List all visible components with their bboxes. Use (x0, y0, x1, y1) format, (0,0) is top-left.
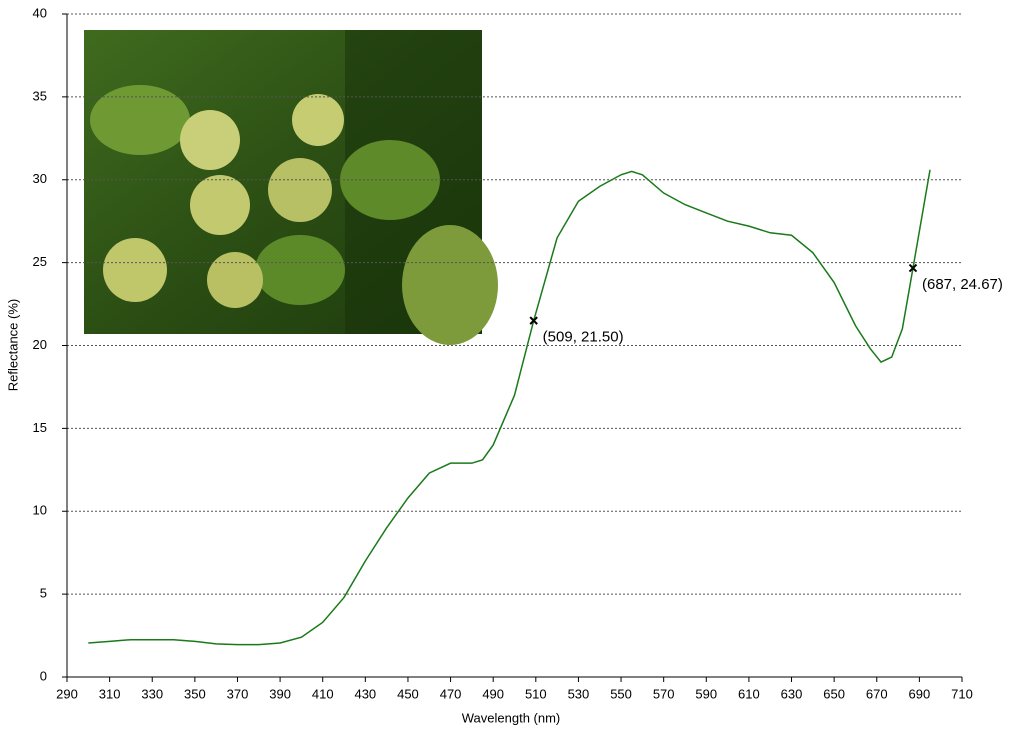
y-tick-label: 35 (33, 88, 47, 103)
x-tick-label: 310 (99, 686, 121, 701)
x-tick-label: 370 (227, 686, 249, 701)
chart: Wavelength (nm) Reflectance (%) 05101520… (0, 0, 1022, 729)
flower (207, 252, 263, 308)
y-tick-label: 30 (33, 171, 47, 186)
x-tick-label: 490 (482, 686, 504, 701)
x-tick-label: 630 (781, 686, 803, 701)
x-tick-label: 330 (141, 686, 163, 701)
x-tick-label: 570 (653, 686, 675, 701)
flower (268, 158, 332, 222)
x-tick-label: 690 (909, 686, 931, 701)
y-tick-label: 20 (33, 337, 47, 352)
x-tick-label: 710 (951, 686, 973, 701)
x-tick-label: 510 (525, 686, 547, 701)
y-tick-label: 25 (33, 254, 47, 269)
x-tick-label: 290 (56, 686, 78, 701)
inset-photo (84, 30, 498, 345)
x-tick-label: 450 (397, 686, 419, 701)
x-tick-label: 390 (269, 686, 291, 701)
y-tick-label: 5 (40, 586, 47, 601)
y-tick-label: 40 (33, 5, 47, 20)
x-tick-label: 590 (695, 686, 717, 701)
x-tick-label: 530 (568, 686, 590, 701)
x-tick-label: 410 (312, 686, 334, 701)
flower (190, 175, 250, 235)
y-tick-label: 15 (33, 420, 47, 435)
x-tick-label: 350 (184, 686, 206, 701)
y-axis-label: Reflectance (%) (5, 299, 20, 391)
x-tick-label: 670 (866, 686, 888, 701)
flower (292, 94, 344, 146)
y-tick-label: 0 (40, 668, 47, 683)
leaf (90, 85, 190, 155)
x-tick-label: 430 (354, 686, 376, 701)
y-tick-label: 10 (33, 503, 47, 518)
leaf (402, 225, 498, 345)
x-tick-label: 470 (440, 686, 462, 701)
flower (103, 238, 167, 302)
annotation-label: (509, 21.50) (543, 329, 624, 346)
flower (180, 110, 240, 170)
annotation-label: (687, 24.67) (922, 276, 1003, 293)
x-tick-label: 610 (738, 686, 760, 701)
x-tick-label: 550 (610, 686, 632, 701)
leaf (255, 235, 345, 305)
x-tick-label: 650 (823, 686, 845, 701)
x-axis-label: Wavelength (nm) (462, 710, 561, 725)
